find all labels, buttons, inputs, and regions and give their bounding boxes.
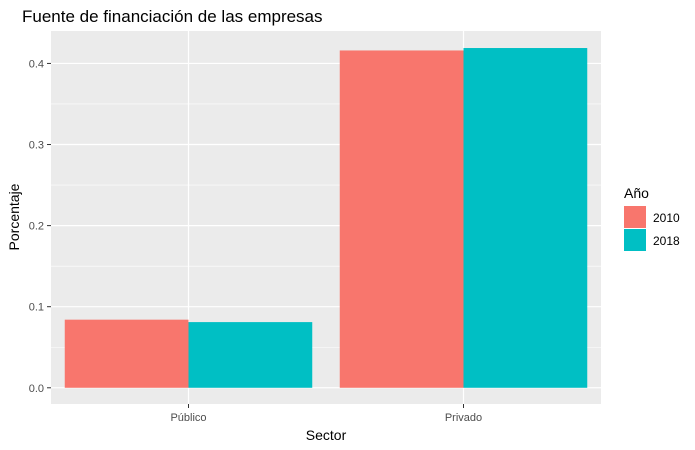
- y-tick-label: 0.4: [29, 58, 44, 70]
- y-tick-label: 0.0: [29, 383, 44, 395]
- bar-2010-1: [339, 50, 464, 388]
- chart-title: Fuente de financiación de las empresas: [22, 7, 323, 26]
- x-tick-label: Privado: [445, 412, 482, 424]
- x-tick-label: Público: [170, 412, 206, 424]
- y-tick-label: 0.2: [29, 221, 44, 233]
- legend: Año 2010 2018: [624, 185, 680, 251]
- bar-2018-1: [463, 48, 588, 388]
- y-tick-label: 0.1: [29, 302, 44, 314]
- bar-2010-0: [64, 319, 189, 388]
- legend-key-2018: [624, 229, 646, 251]
- bars: [64, 48, 588, 388]
- y-tick-label: 0.3: [29, 140, 44, 152]
- y-axis-title: Porcentaje: [6, 183, 22, 250]
- legend-title: Año: [624, 185, 649, 201]
- legend-key-2010: [624, 206, 646, 228]
- legend-label-2010: 2010: [653, 211, 680, 225]
- legend-label-2018: 2018: [653, 234, 680, 248]
- x-axis-title: Sector: [306, 427, 347, 443]
- bar-2018-0: [188, 322, 313, 388]
- x-axis: Público Privado: [170, 404, 482, 424]
- y-axis: 0.0 0.1 0.2 0.3 0.4: [29, 58, 51, 395]
